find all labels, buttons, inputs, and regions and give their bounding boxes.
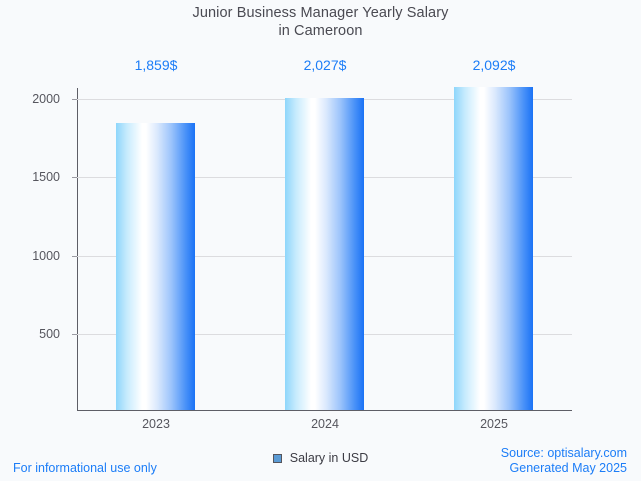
x-tick-label-2024: 2024 bbox=[311, 417, 339, 431]
tick-mark-500 bbox=[72, 334, 77, 335]
y-tick-label-2000: 2000 bbox=[32, 92, 60, 106]
y-tick-label-1000: 1000 bbox=[32, 249, 60, 263]
source-text: Source: optisalary.com bbox=[500, 446, 627, 460]
plot-area bbox=[72, 87, 572, 410]
source-block: Source: optisalary.com Generated May 202… bbox=[501, 446, 627, 476]
bar-2024[interactable] bbox=[285, 98, 364, 410]
legend-swatch-icon bbox=[272, 453, 282, 463]
tick-mark-1000 bbox=[72, 256, 77, 257]
chart-title-line-2: in Cameroon bbox=[278, 23, 363, 39]
legend-label-salary: Salary in USD bbox=[289, 451, 369, 465]
value-label-2025: 2,092$ bbox=[472, 57, 516, 73]
x-axis-baseline bbox=[77, 410, 572, 412]
chart-title-line-1: Junior Business Manager Yearly Salary bbox=[192, 5, 449, 21]
x-tick-label-2023: 2023 bbox=[142, 417, 170, 431]
x-tick-label-2025: 2025 bbox=[480, 417, 508, 431]
y-axis-line bbox=[77, 88, 79, 411]
value-label-2024: 2,027$ bbox=[303, 57, 347, 73]
value-label-2023: 1,859$ bbox=[134, 57, 178, 73]
tick-mark-2000 bbox=[72, 99, 77, 100]
generated-text: Generated May 2025 bbox=[509, 461, 627, 475]
y-tick-label-500: 500 bbox=[39, 327, 60, 341]
bar-2025[interactable] bbox=[454, 87, 533, 410]
bar-2023[interactable] bbox=[116, 123, 195, 410]
chart-title: Junior Business Manager Yearly Salary in… bbox=[0, 4, 641, 40]
disclaimer-text: For informational use only bbox=[13, 461, 157, 475]
chart-legend: Salary in USD bbox=[0, 451, 641, 465]
tick-mark-1500 bbox=[72, 177, 77, 178]
y-tick-label-1500: 1500 bbox=[32, 170, 60, 184]
